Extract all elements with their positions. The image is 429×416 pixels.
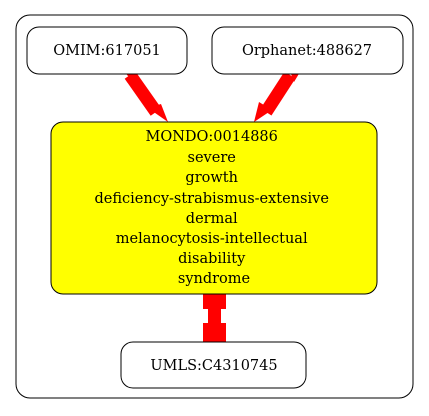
- node-omim[interactable]: OMIM:617051: [26, 26, 188, 75]
- node-mondo[interactable]: MONDO:0014886 severe growth deficiency-s…: [50, 121, 378, 295]
- node-umls-box: [120, 341, 307, 389]
- edge-arrow-tail: [203, 323, 226, 345]
- node-mondo-line: disability: [178, 251, 246, 267]
- node-mondo-line: syndrome: [178, 271, 250, 287]
- node-umls-label: UMLS:C4310745: [150, 358, 277, 374]
- edge-shaft: [208, 305, 221, 327]
- node-mondo-line: growth: [185, 170, 238, 186]
- node-mondo-line: melanocytosis-intellectual: [116, 231, 308, 247]
- node-mondo-line: severe: [188, 150, 236, 166]
- edge-arrow-tail: [148, 104, 168, 122]
- node-mondo-box: [50, 121, 378, 295]
- node-mondo-label: MONDO:0014886 severe growth deficiency-s…: [94, 129, 333, 287]
- node-orphanet-label: Orphanet:488627: [242, 43, 372, 59]
- node-mondo-line-id: MONDO:0014886: [145, 129, 277, 145]
- edge-shaft: [260, 71, 296, 116]
- node-umls[interactable]: UMLS:C4310745: [120, 341, 307, 389]
- node-orphanet-box: [211, 26, 404, 75]
- node-omim-label: OMIM:617051: [53, 43, 161, 59]
- node-orphanet[interactable]: Orphanet:488627: [211, 26, 404, 75]
- node-mondo-line: dermal: [186, 211, 238, 227]
- node-mondo-line: deficiency-strabismus-extensive: [94, 191, 328, 207]
- node-omim-box: [26, 26, 188, 75]
- edge-arrow-tail: [254, 102, 272, 122]
- edge-shaft: [124, 71, 162, 116]
